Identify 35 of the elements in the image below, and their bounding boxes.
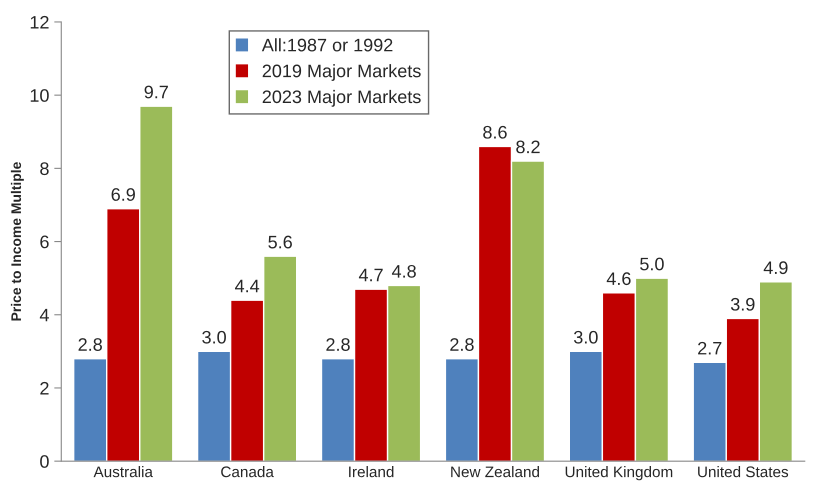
data-label: 2.8 xyxy=(78,338,102,351)
data-label: 3.9 xyxy=(730,298,754,311)
x-tick-label: New Zealand xyxy=(451,466,539,478)
data-label: 5.6 xyxy=(268,236,292,248)
data-label: 6.9 xyxy=(112,188,135,201)
y-tick-label: 2 xyxy=(40,382,49,394)
y-tick-label: 0 xyxy=(40,455,49,468)
x-tick-label: United States xyxy=(698,466,788,478)
data-label: 8.2 xyxy=(516,140,540,154)
data-label: 4.8 xyxy=(392,264,416,278)
legend-label: All:1987 or 1992 xyxy=(262,38,392,52)
data-label: 8.6 xyxy=(483,126,507,139)
y-tick-label: 12 xyxy=(30,16,49,28)
y-tick-label: 8 xyxy=(40,162,49,176)
x-tick-label: Ireland xyxy=(349,466,394,478)
data-label: 4.9 xyxy=(764,261,788,274)
y-tick-label: 6 xyxy=(40,235,49,248)
data-label: 2.8 xyxy=(326,338,350,351)
data-label: 9.7 xyxy=(144,86,168,98)
data-label: 4.7 xyxy=(358,268,383,282)
y-tick-label: 10 xyxy=(30,89,49,102)
x-tick-label: Australia xyxy=(94,466,153,478)
data-label: 4.6 xyxy=(606,272,631,286)
data-label: 3.0 xyxy=(202,330,226,344)
y-tick-label: 4 xyxy=(40,308,49,322)
x-tick-label: Canada xyxy=(221,466,274,478)
data-label: 4.4 xyxy=(235,280,260,292)
data-label: 3.0 xyxy=(574,330,598,344)
data-label: 2.7 xyxy=(698,342,722,354)
data-label: 5.0 xyxy=(640,258,664,270)
data-label: 2.8 xyxy=(450,338,474,351)
x-tick-label: United Kingdom xyxy=(566,466,672,480)
legend-label: 2023 Major Markets xyxy=(262,90,421,107)
legend-label: 2019 Major Markets xyxy=(262,64,421,81)
y-axis-title: Price to Income Multiple xyxy=(10,162,24,320)
